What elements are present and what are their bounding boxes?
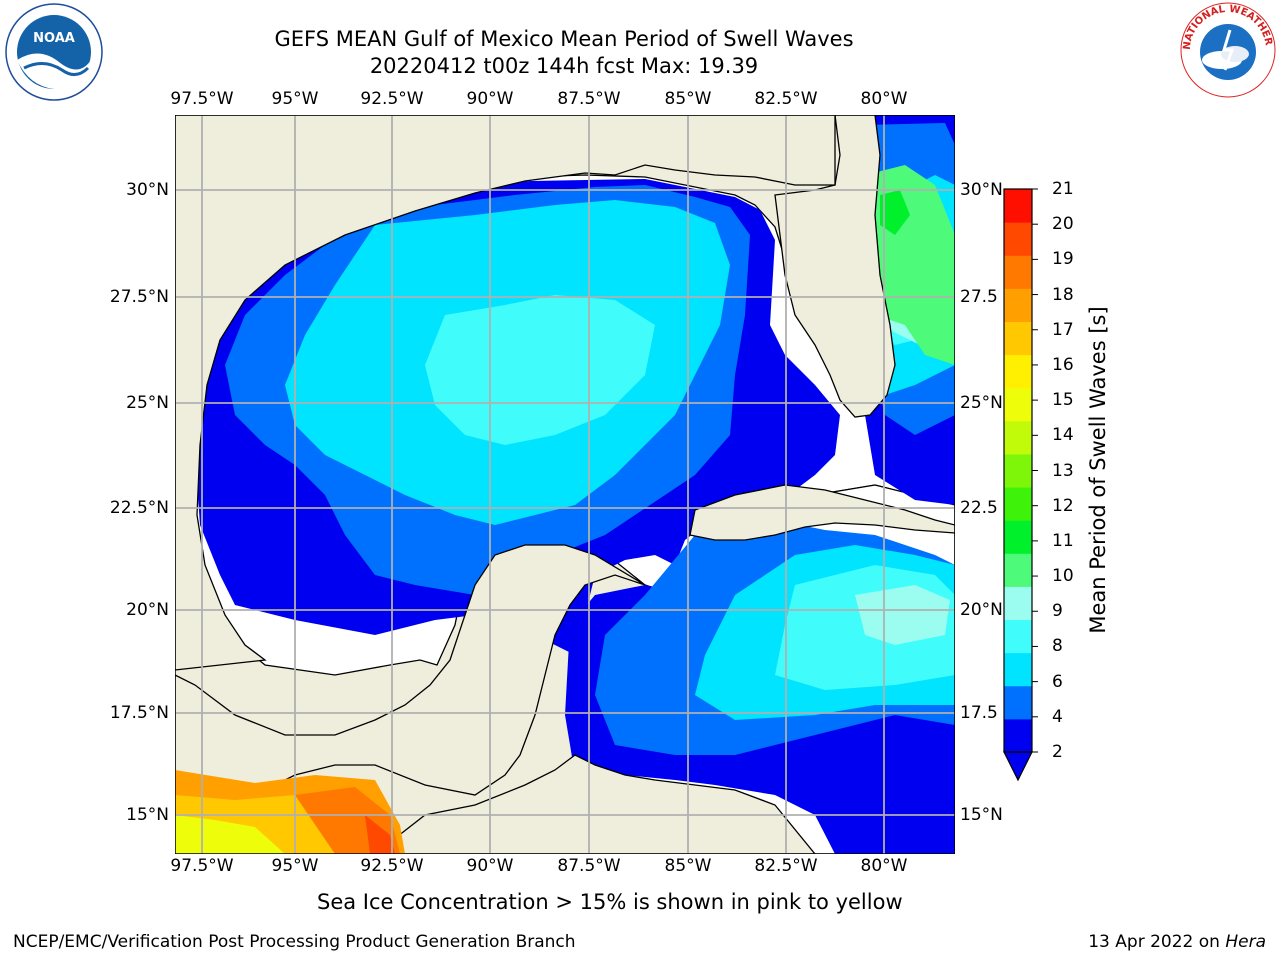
lat-label: 20°N bbox=[960, 600, 1003, 620]
lon-label: 80°W bbox=[860, 856, 908, 876]
colorbar-segment bbox=[1004, 321, 1032, 356]
lat-label: 15°N bbox=[960, 805, 1003, 825]
lat-label: 25°N bbox=[960, 393, 1003, 413]
date-line: 13 Apr 2022 on Hera bbox=[1088, 932, 1266, 952]
colorbar-segment bbox=[1004, 387, 1032, 422]
colorbar-title: Mean Period of Swell Waves [s] bbox=[1086, 306, 1110, 634]
colorbar-segment bbox=[1004, 652, 1032, 687]
noaa-logo-text: NOAA bbox=[33, 31, 75, 46]
lat-label: 22.5°N bbox=[109, 498, 169, 518]
colorbar-segment bbox=[1004, 619, 1032, 654]
colorbar-tick-label: 12 bbox=[1052, 495, 1074, 516]
date-text: 13 Apr 2022 on bbox=[1088, 932, 1220, 952]
colorbar-segment bbox=[1004, 189, 1032, 223]
colorbar-segment bbox=[1004, 718, 1032, 753]
lon-label: 90°W bbox=[466, 856, 514, 876]
credit-line: NCEP/EMC/Verification Post Processing Pr… bbox=[13, 932, 576, 952]
colorbar-segment bbox=[1004, 487, 1032, 521]
yucatan-land bbox=[175, 544, 646, 854]
colorbar-extend-triangle bbox=[1003, 751, 1033, 782]
colorbar-tick-label: 16 bbox=[1052, 354, 1074, 375]
colorbar-tick-label: 4 bbox=[1052, 706, 1063, 727]
lon-label: 95°W bbox=[271, 856, 319, 876]
colorbar-tick-label: 2 bbox=[1052, 742, 1063, 762]
lon-label: 87.5°W bbox=[557, 856, 621, 876]
lon-label: 85°W bbox=[664, 856, 712, 876]
colorbar bbox=[1003, 188, 1038, 782]
pacific-high-values bbox=[175, 770, 405, 854]
colorbar-tick-label: 10 bbox=[1052, 566, 1074, 587]
sea-ice-note: Sea Ice Concentration > 15% is shown in … bbox=[317, 890, 903, 914]
nws-logo: NATIONAL WEATHER SERVICE bbox=[1178, 0, 1276, 98]
colorbar-segment bbox=[1004, 354, 1032, 389]
colorbar-segment bbox=[1004, 420, 1032, 455]
cuba-land bbox=[689, 484, 955, 541]
lat-label: 17.5°N bbox=[109, 703, 169, 723]
lat-label: 20°N bbox=[126, 600, 169, 620]
colorbar-segment bbox=[1004, 553, 1032, 587]
colorbar-tick-label: 11 bbox=[1052, 530, 1074, 551]
chart-subtitle: 20220412 t00z 144h fcst Max: 19.39 bbox=[369, 54, 759, 78]
lat-label: 25°N bbox=[126, 393, 169, 413]
lat-label: 30°N bbox=[960, 180, 1003, 200]
colorbar-tick-label: 19 bbox=[1052, 249, 1074, 270]
lat-label: 22.5 bbox=[960, 498, 998, 518]
colorbar-segment bbox=[1004, 288, 1032, 322]
colorbar-tick-label: 14 bbox=[1052, 425, 1074, 446]
lat-label: 27.5°N bbox=[109, 287, 169, 307]
lon-label: 82.5°W bbox=[754, 89, 818, 109]
colorbar-segment bbox=[1004, 586, 1032, 621]
colorbar-tick-label: 15 bbox=[1052, 390, 1074, 411]
colorbar-tick-label: 20 bbox=[1052, 214, 1074, 235]
lon-label: 90°W bbox=[466, 89, 514, 109]
graticule bbox=[175, 115, 955, 854]
colorbar-segment bbox=[1004, 453, 1032, 488]
noaa-logo: NOAA bbox=[5, 3, 103, 101]
lon-label: 92.5°W bbox=[360, 856, 424, 876]
lon-label: 80°W bbox=[860, 89, 908, 109]
lat-label: 17.5 bbox=[960, 703, 998, 723]
lat-label: 30°N bbox=[126, 180, 169, 200]
colorbar-segment bbox=[1004, 222, 1032, 256]
colorbar-tick-label: 6 bbox=[1052, 671, 1063, 692]
colorbar-segment bbox=[1004, 685, 1032, 720]
colorbar-tick-label: 8 bbox=[1052, 636, 1063, 657]
colorbar-tick-label: 9 bbox=[1052, 601, 1063, 622]
us-coast-land bbox=[175, 115, 836, 671]
colorbar-tick-label: 17 bbox=[1052, 319, 1074, 340]
lon-label: 97.5°W bbox=[170, 89, 234, 109]
chart-title: GEFS MEAN Gulf of Mexico Mean Period of … bbox=[274, 27, 854, 51]
host-name: Hera bbox=[1225, 932, 1266, 952]
colorbar-tick-label: 21 bbox=[1052, 179, 1074, 199]
lon-label: 85°W bbox=[664, 89, 712, 109]
central-america-land bbox=[373, 754, 816, 854]
colorbar-segment bbox=[1004, 520, 1032, 554]
lon-label: 87.5°W bbox=[557, 89, 621, 109]
colorbar-tick-label: 13 bbox=[1052, 460, 1074, 481]
colorbar-segment bbox=[1004, 255, 1032, 289]
lon-label: 92.5°W bbox=[360, 89, 424, 109]
lat-label: 15°N bbox=[126, 805, 169, 825]
map-panel bbox=[175, 115, 955, 854]
lon-label: 97.5°W bbox=[170, 856, 234, 876]
lon-label: 95°W bbox=[271, 89, 319, 109]
lat-label: 27.5 bbox=[960, 287, 998, 307]
lon-label: 82.5°W bbox=[754, 856, 818, 876]
colorbar-tick-label: 18 bbox=[1052, 284, 1074, 305]
